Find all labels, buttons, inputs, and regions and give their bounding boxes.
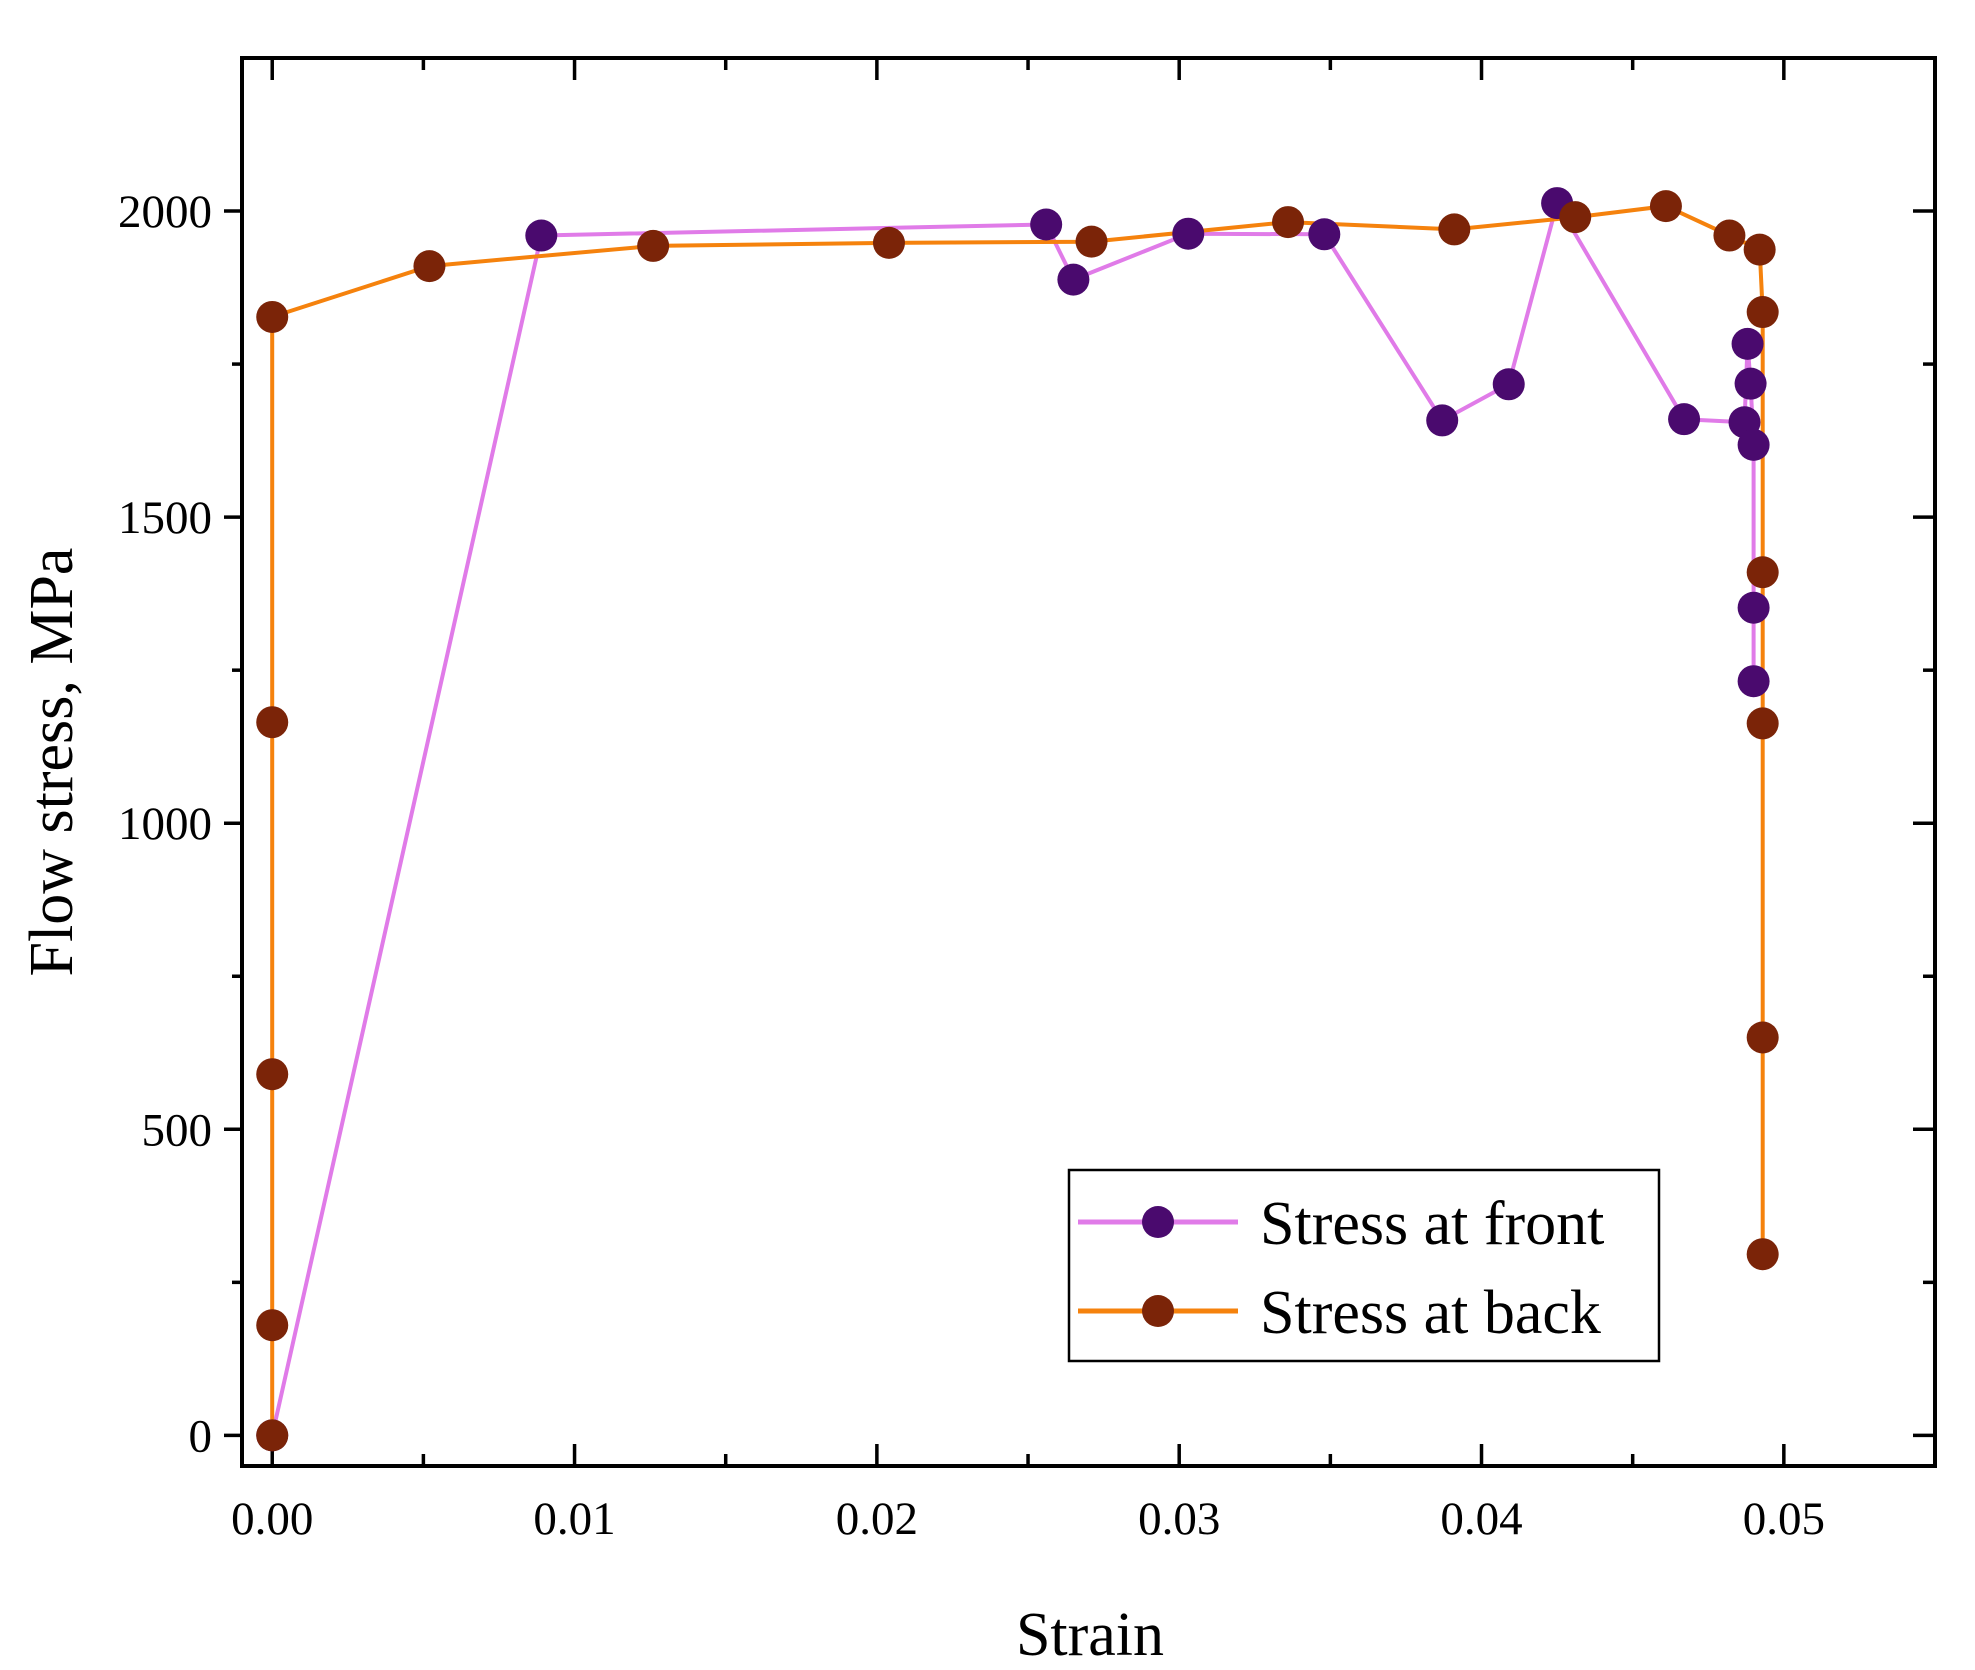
data-point-back bbox=[1438, 213, 1471, 246]
data-point-back bbox=[1713, 219, 1746, 252]
axis-tick-labels: 0.00 0.01 0.02 0.03 0.04 0.05 0 500 1000 1500 2000 bbox=[118, 186, 1825, 1545]
data-point-back bbox=[1743, 233, 1776, 266]
series-line-back bbox=[270, 204, 1765, 1436]
data-point-front bbox=[1737, 428, 1770, 461]
data-point-back bbox=[1746, 1021, 1779, 1054]
data-point-back bbox=[256, 1419, 289, 1452]
data-point-back bbox=[1746, 296, 1779, 329]
data-point-back bbox=[1559, 201, 1592, 234]
data-point-front bbox=[1492, 368, 1525, 401]
data-point-front bbox=[1737, 665, 1770, 698]
y-tick-label: 1500 bbox=[118, 492, 212, 544]
axis-frame bbox=[240, 56, 1937, 1468]
y-tick-label: 0 bbox=[189, 1410, 213, 1462]
data-point-back bbox=[256, 1309, 289, 1342]
x-tick-label: 0.05 bbox=[1743, 1493, 1825, 1545]
legend-box bbox=[1067, 1168, 1661, 1363]
plot-area bbox=[256, 187, 1779, 1452]
data-point-front bbox=[1731, 327, 1764, 360]
data-point-front bbox=[1737, 591, 1770, 624]
data-point-front bbox=[1426, 404, 1459, 437]
legend-marker-front bbox=[1142, 1206, 1174, 1238]
data-point-back bbox=[637, 229, 670, 262]
y-tick-label: 500 bbox=[142, 1104, 213, 1156]
legend-entry-back: Stress at back bbox=[1078, 1279, 1601, 1347]
legend-marker-back bbox=[1142, 1295, 1174, 1327]
data-point-back bbox=[413, 250, 446, 283]
y-tick-label: 2000 bbox=[118, 186, 212, 238]
data-point-front bbox=[1172, 217, 1205, 250]
data-point-back bbox=[256, 300, 289, 333]
x-tick-label: 0.03 bbox=[1138, 1493, 1220, 1545]
data-point-front bbox=[1030, 208, 1063, 241]
x-tick-label: 0.00 bbox=[231, 1493, 313, 1545]
data-point-back bbox=[256, 706, 289, 739]
data-point-back bbox=[1272, 206, 1305, 239]
data-point-front bbox=[1734, 367, 1767, 400]
y-axis-title: Flow stress, MPa bbox=[18, 548, 86, 977]
data-point-front bbox=[1668, 403, 1701, 436]
x-axis-title: Strain bbox=[1016, 1601, 1164, 1669]
data-point-front bbox=[1308, 218, 1341, 251]
legend-entry-front: Stress at front bbox=[1078, 1190, 1604, 1258]
legend-label-back: Stress at back bbox=[1260, 1279, 1601, 1347]
legend-label-front: Stress at front bbox=[1260, 1190, 1604, 1258]
data-point-front bbox=[1057, 263, 1090, 296]
data-point-back bbox=[1075, 225, 1108, 258]
x-tick-label: 0.02 bbox=[836, 1493, 918, 1545]
data-point-back bbox=[872, 226, 905, 259]
x-tick-label: 0.04 bbox=[1440, 1493, 1522, 1545]
data-point-back bbox=[1649, 190, 1682, 223]
x-tick-label: 0.01 bbox=[533, 1493, 615, 1545]
data-point-back bbox=[1746, 707, 1779, 740]
data-point-back bbox=[256, 1058, 289, 1091]
y-tick-label: 1000 bbox=[118, 798, 212, 850]
legend: Stress at front Stress at back bbox=[1067, 1168, 1661, 1363]
data-point-front bbox=[525, 219, 558, 252]
data-point-back bbox=[1746, 556, 1779, 589]
data-point-back bbox=[1746, 1238, 1779, 1271]
